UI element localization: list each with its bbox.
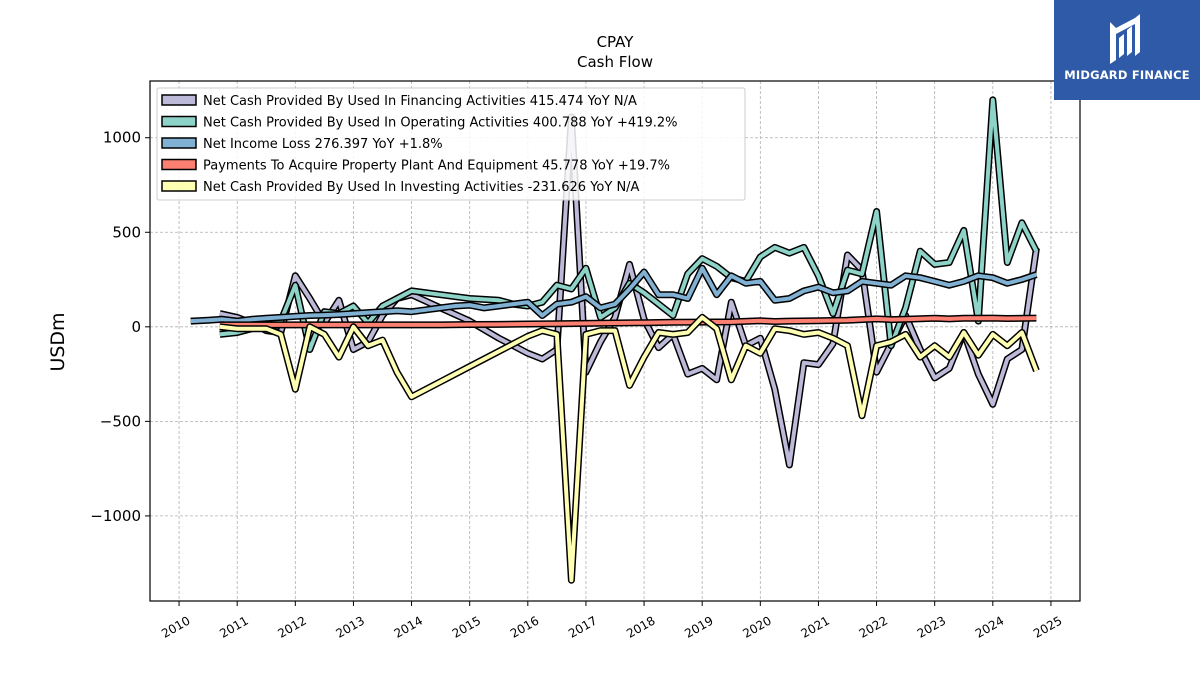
x-tick-label: 2020 <box>740 613 773 640</box>
series-2 <box>219 96 1040 353</box>
legend-swatch <box>161 94 197 106</box>
series-layer <box>190 96 1040 584</box>
y-axis-label: USDm <box>47 312 69 371</box>
x-tick-label: 2023 <box>915 613 948 640</box>
y-tick-label: 500 <box>112 223 141 241</box>
brand-name: MIDGARD FINANCE <box>1064 68 1190 82</box>
legend-label: Net Cash Provided By Used In Operating A… <box>203 116 677 131</box>
x-tick-label: 2015 <box>450 613 483 640</box>
x-tick-label: 2024 <box>973 613 1006 640</box>
x-tick-label: 2011 <box>217 613 250 640</box>
x-tick-label: 2014 <box>392 613 425 640</box>
x-tick-label: 2017 <box>566 613 599 640</box>
y-tick-label: 1000 <box>103 129 141 147</box>
x-tick-label: 2013 <box>333 613 366 640</box>
series-3 <box>190 264 1038 325</box>
legend-label: Net Cash Provided By Used In Investing A… <box>203 180 640 195</box>
x-tick-label: 2019 <box>682 613 715 640</box>
y-tick-label: −500 <box>100 412 141 430</box>
x-tick-label: 2021 <box>798 613 831 640</box>
series-line-outline <box>219 313 1040 584</box>
x-tick-label: 2018 <box>624 613 657 640</box>
x-tick-label: 2016 <box>508 613 541 640</box>
x-tick-label: 2010 <box>159 613 192 640</box>
chart-title: CPAY <box>597 33 635 51</box>
x-tick-label: 2022 <box>857 613 890 640</box>
y-tick-label: 0 <box>131 318 141 336</box>
legend: Net Cash Provided By Used In Financing A… <box>156 87 746 201</box>
y-tick-label: −1000 <box>90 507 141 525</box>
y-axis-ticks: 1000 500 0 −500 −1000 <box>90 129 150 525</box>
legend-swatch <box>161 158 197 171</box>
series-line <box>219 315 1039 583</box>
series-4 <box>219 314 1037 329</box>
legend-label: Net Income Loss 276.397 YoY +1.8% <box>203 137 443 152</box>
series-line <box>190 266 1038 324</box>
legend-swatch <box>161 115 197 128</box>
x-axis-ticks: 2010 2011 2012 2013 2014 2015 2016 2017 2018 2019… <box>159 601 1064 641</box>
legend-swatch <box>161 180 197 192</box>
legend-label: Payments To Acquire Property Plant And E… <box>203 159 670 174</box>
plot-area-frame <box>149 80 1081 602</box>
legend-box <box>156 87 746 201</box>
legend-label: Net Cash Provided By Used In Financing A… <box>203 94 637 109</box>
legend-swatch <box>161 137 197 149</box>
series-5 <box>219 313 1040 584</box>
series-line <box>219 97 1039 352</box>
series-line <box>219 316 1037 327</box>
x-tick-label: 2025 <box>1031 613 1064 640</box>
brand-logo: MIDGARD FINANCE <box>1054 0 1200 100</box>
midgard-logo-icon <box>1110 14 1140 64</box>
chart-subtitle: Cash Flow <box>577 53 653 71</box>
x-tick-label: 2012 <box>275 613 308 640</box>
